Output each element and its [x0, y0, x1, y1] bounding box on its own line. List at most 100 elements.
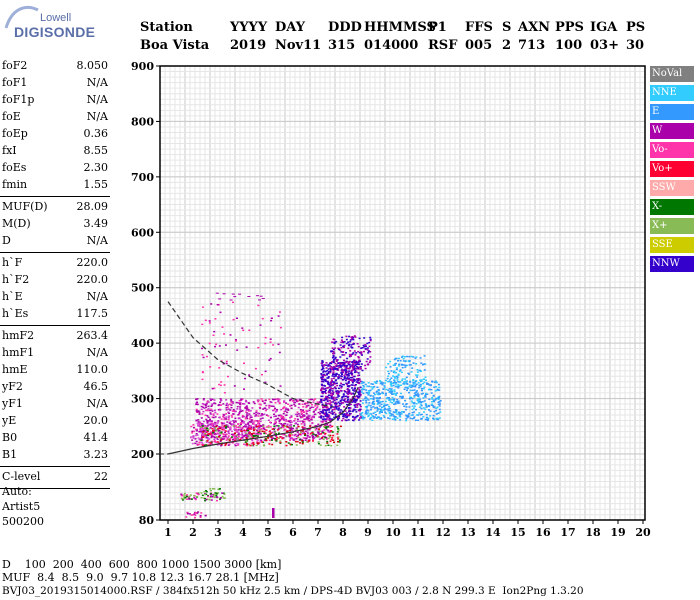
- echo-point: [436, 406, 439, 409]
- echo-point: [359, 404, 362, 406]
- echo-point: [214, 492, 217, 494]
- echo-point: [262, 426, 265, 429]
- plot-frame: [159, 65, 646, 521]
- echo-point: [213, 433, 216, 436]
- echo-point: [405, 382, 408, 385]
- echo-point: [256, 295, 259, 297]
- echo-point: [360, 363, 363, 365]
- echo-point: [326, 374, 328, 376]
- echo-point: [259, 407, 262, 409]
- echo-point: [304, 427, 307, 429]
- echo-point: [325, 364, 328, 366]
- echo-point: [260, 414, 262, 417]
- echo-point: [432, 405, 435, 407]
- echo-point: [262, 441, 265, 443]
- echo-point: [201, 432, 204, 434]
- echo-point: [355, 411, 358, 413]
- echo-point: [365, 397, 368, 399]
- echo-point: [417, 395, 420, 398]
- echo-point: [227, 417, 230, 419]
- echo-point: [350, 344, 353, 346]
- echo-point: [330, 412, 333, 414]
- echo-point: [255, 411, 258, 414]
- echo-point: [408, 385, 411, 388]
- echo-point: [351, 379, 354, 381]
- echo-point: [313, 427, 316, 429]
- echo-point: [306, 417, 309, 420]
- param-separator: [0, 252, 110, 253]
- echo-point: [415, 374, 418, 376]
- echo-point: [252, 434, 255, 437]
- echo-point: [325, 411, 328, 413]
- echo-point: [372, 392, 375, 394]
- echo-point: [219, 408, 222, 411]
- echo-point: [342, 395, 345, 398]
- echo-point: [421, 392, 424, 395]
- echo-point: [301, 420, 304, 422]
- echo-point: [195, 403, 198, 406]
- echo-point: [423, 381, 426, 383]
- echo-point: [331, 410, 334, 412]
- echo-point: [332, 352, 335, 355]
- echo-point: [395, 381, 397, 384]
- echo-point: [221, 433, 224, 435]
- echo-point: [432, 394, 435, 397]
- echo-point: [373, 385, 376, 388]
- echo-point: [304, 430, 307, 433]
- echo-point: [196, 434, 199, 436]
- echo-point: [225, 344, 227, 346]
- echo-point: [323, 388, 326, 391]
- echo-point: [245, 425, 247, 428]
- echo-point: [317, 411, 320, 414]
- echo-point: [342, 393, 345, 395]
- echo-point: [419, 414, 422, 416]
- param-name: foF2: [2, 59, 28, 72]
- echo-point: [206, 420, 209, 422]
- echo-point: [280, 408, 283, 411]
- echo-point: [351, 374, 353, 376]
- echo-point: [312, 406, 315, 409]
- echo-point: [309, 425, 312, 427]
- echo-point: [402, 357, 405, 360]
- echo-point: [238, 412, 241, 414]
- echo-point: [202, 431, 205, 433]
- echo-point: [213, 496, 216, 499]
- echo-point: [268, 359, 271, 361]
- echo-point: [200, 431, 203, 433]
- echo-point: [264, 381, 267, 384]
- echo-point: [223, 414, 226, 416]
- echo-point: [334, 347, 337, 349]
- echo-point: [391, 391, 394, 393]
- echo-point: [220, 432, 223, 435]
- echo-point: [209, 366, 212, 368]
- legend-item-w: W: [650, 123, 694, 139]
- echo-point: [398, 363, 401, 366]
- echo-point: [326, 442, 329, 444]
- echo-point: [212, 414, 215, 416]
- echo-point: [212, 423, 215, 425]
- echo-point: [320, 373, 323, 376]
- param-value: N/A: [86, 234, 108, 247]
- logo-swoosh-icon: [4, 5, 39, 29]
- echo-point: [201, 494, 204, 497]
- param-value: N/A: [86, 346, 108, 359]
- echo-point: [357, 403, 360, 405]
- echo-point: [358, 351, 361, 354]
- param-value: 220.0: [76, 256, 109, 269]
- echo-point: [211, 403, 214, 405]
- echo-point: [214, 427, 217, 429]
- echo-point: [376, 407, 379, 410]
- echo-point: [214, 402, 217, 405]
- echo-point: [360, 353, 363, 355]
- echo-point: [394, 362, 397, 365]
- echo-point: [348, 360, 351, 363]
- echo-point: [436, 397, 439, 400]
- echo-point: [382, 388, 385, 390]
- echo-point: [212, 424, 215, 426]
- echo-point: [351, 401, 354, 403]
- echo-point: [225, 439, 228, 441]
- echo-point: [246, 417, 249, 420]
- echo-point: [320, 410, 323, 413]
- echo-point: [290, 416, 293, 418]
- echo-point: [279, 427, 282, 430]
